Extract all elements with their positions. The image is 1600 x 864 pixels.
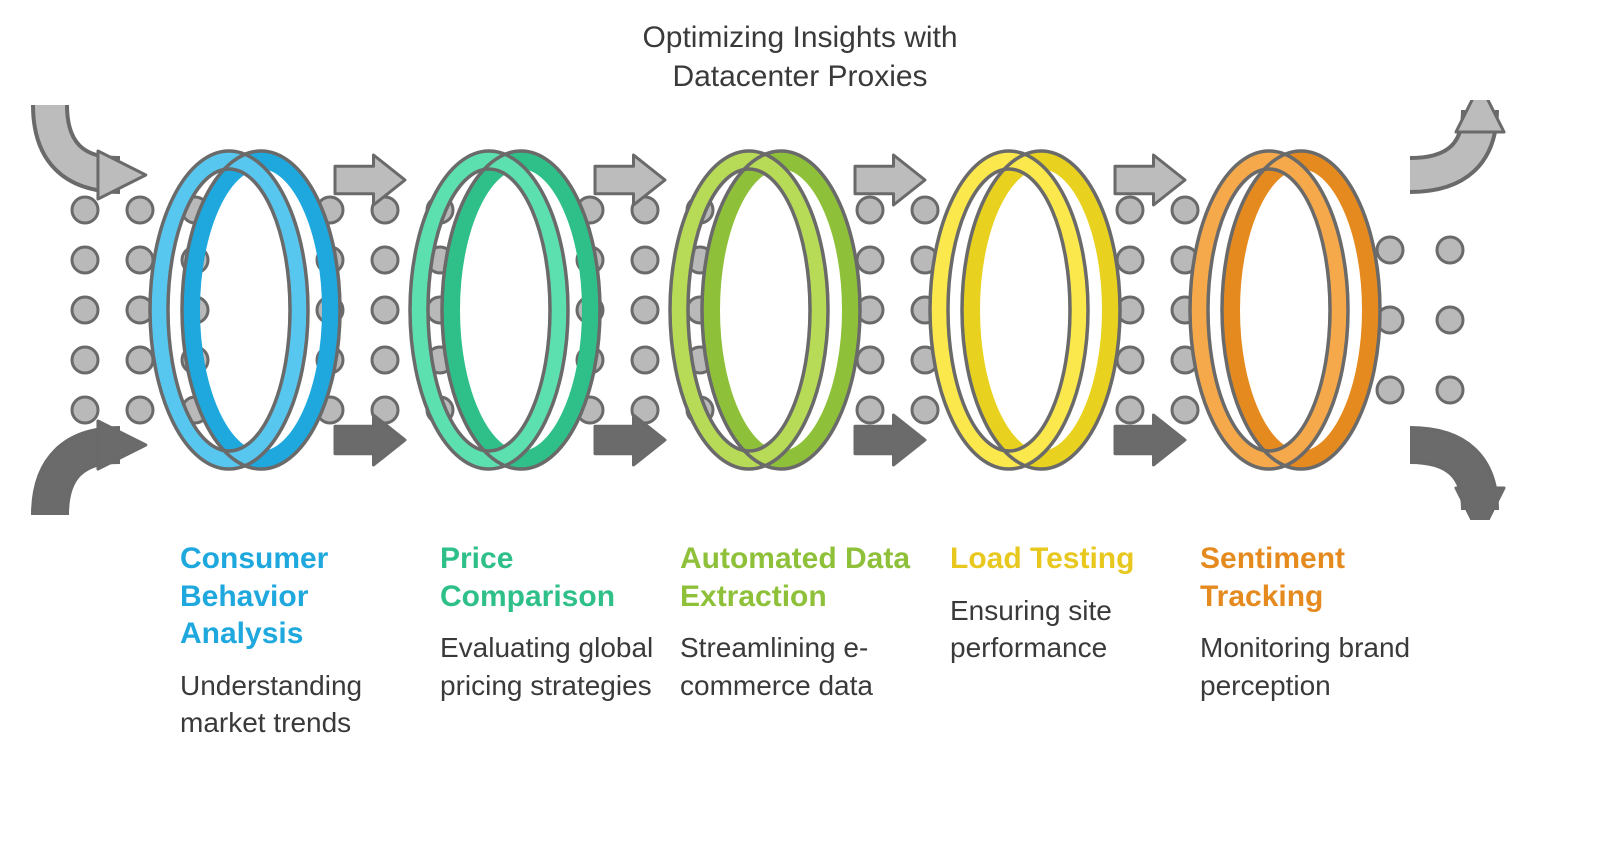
data-dot <box>372 297 398 323</box>
stage-label: Automated Data Extraction Streamlining e-… <box>680 540 930 705</box>
data-dot <box>632 247 658 273</box>
flow-arrow-icon <box>595 415 665 465</box>
title-line-1: Optimizing Insights with <box>642 21 957 54</box>
flow-arrow-icon <box>335 415 405 465</box>
flow-arrow-icon <box>595 155 665 205</box>
stage-title: Automated Data Extraction <box>680 540 930 615</box>
data-dot <box>372 347 398 373</box>
data-dot <box>1117 247 1143 273</box>
stage-title: Load Testing <box>950 540 1170 578</box>
data-dot <box>1437 377 1463 403</box>
diagram-svg <box>0 100 1600 520</box>
data-dot <box>127 347 153 373</box>
data-dot <box>912 397 938 423</box>
stage-label: Load Testing Ensuring site performance <box>950 540 1170 667</box>
data-dot <box>1117 347 1143 373</box>
diagram-title: Optimizing Insights with Datacenter Prox… <box>0 18 1600 96</box>
data-dot <box>857 397 883 423</box>
stage-description: Evaluating global pricing strategies <box>440 629 670 705</box>
data-dot <box>127 197 153 223</box>
data-dot <box>1377 377 1403 403</box>
data-dot <box>1437 237 1463 263</box>
stage-label: Consumer Behavior Analysis Understanding … <box>180 540 410 742</box>
flow-arrow-icon <box>335 155 405 205</box>
stage-description: Streamlining e-commerce data <box>680 629 930 705</box>
stage-ring <box>930 151 1120 469</box>
data-dot <box>72 197 98 223</box>
diagram-container: Optimizing Insights with Datacenter Prox… <box>0 0 1600 864</box>
data-dot <box>1117 197 1143 223</box>
title-line-2: Datacenter Proxies <box>672 60 927 93</box>
data-dot <box>1117 397 1143 423</box>
stage-description: Monitoring brand perception <box>1200 629 1420 705</box>
stage-title: Sentiment Tracking <box>1200 540 1420 615</box>
data-dot <box>1437 307 1463 333</box>
stage-title: Consumer Behavior Analysis <box>180 540 410 653</box>
data-dot <box>857 247 883 273</box>
data-dot <box>857 197 883 223</box>
data-dot <box>72 397 98 423</box>
data-dot <box>912 197 938 223</box>
stage-description: Understanding market trends <box>180 667 410 743</box>
data-dot <box>632 297 658 323</box>
data-dot <box>632 347 658 373</box>
data-dot <box>127 247 153 273</box>
stage-labels: Consumer Behavior Analysis Understanding … <box>0 540 1600 860</box>
data-dot <box>1377 237 1403 263</box>
data-dot <box>72 247 98 273</box>
stage-title: Price Comparison <box>440 540 670 615</box>
stage-description: Ensuring site performance <box>950 592 1170 668</box>
stage-ring <box>1190 151 1380 469</box>
data-dot <box>127 397 153 423</box>
stage-ring <box>150 151 340 469</box>
stage-label: Price Comparison Evaluating global pricin… <box>440 540 670 705</box>
data-dot <box>1172 397 1198 423</box>
data-dot <box>1172 197 1198 223</box>
data-dot <box>857 347 883 373</box>
data-dot <box>72 297 98 323</box>
data-dot <box>372 247 398 273</box>
stage-label: Sentiment Tracking Monitoring brand perce… <box>1200 540 1420 705</box>
data-dot <box>72 347 98 373</box>
